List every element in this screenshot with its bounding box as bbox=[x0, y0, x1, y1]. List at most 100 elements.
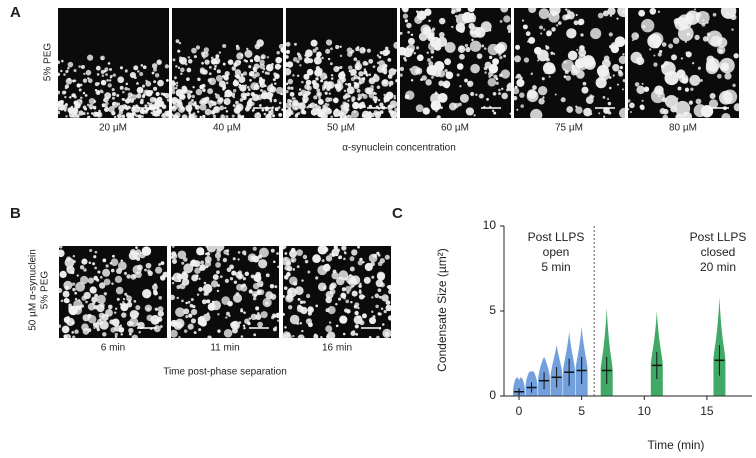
droplet bbox=[629, 102, 635, 109]
droplet bbox=[394, 107, 397, 112]
droplet bbox=[276, 50, 280, 55]
droplet bbox=[636, 85, 645, 95]
droplet bbox=[486, 97, 489, 101]
droplet bbox=[234, 69, 242, 76]
droplet bbox=[444, 41, 456, 53]
droplet bbox=[362, 295, 366, 298]
y-tick-label: 0 bbox=[489, 388, 496, 402]
droplet bbox=[223, 98, 231, 106]
droplet bbox=[153, 289, 157, 294]
droplet bbox=[133, 65, 139, 71]
droplet bbox=[71, 270, 75, 275]
droplet bbox=[155, 92, 160, 97]
droplet bbox=[538, 8, 550, 20]
droplet bbox=[304, 54, 307, 57]
droplet bbox=[392, 104, 395, 107]
droplet bbox=[277, 265, 279, 268]
droplet bbox=[341, 246, 347, 251]
droplet bbox=[84, 94, 88, 97]
droplet bbox=[325, 39, 333, 46]
droplet bbox=[493, 46, 498, 51]
droplet bbox=[59, 106, 64, 111]
droplet bbox=[153, 80, 157, 84]
droplet bbox=[180, 72, 183, 75]
droplet bbox=[359, 320, 365, 326]
droplet bbox=[537, 86, 548, 96]
droplet bbox=[426, 51, 429, 54]
droplet bbox=[122, 90, 125, 94]
droplet bbox=[286, 82, 289, 86]
droplet bbox=[185, 315, 189, 319]
droplet bbox=[668, 43, 674, 49]
droplet bbox=[131, 94, 137, 100]
droplet bbox=[103, 96, 109, 103]
droplet bbox=[187, 93, 192, 99]
droplet bbox=[438, 80, 445, 87]
droplet bbox=[242, 71, 248, 76]
droplet bbox=[313, 95, 318, 100]
droplet bbox=[248, 289, 253, 294]
droplet bbox=[416, 10, 427, 21]
droplet bbox=[64, 103, 68, 107]
axis-label: Time post-phase separation bbox=[163, 367, 287, 378]
droplet bbox=[345, 82, 348, 86]
droplet bbox=[563, 60, 567, 64]
droplet bbox=[286, 115, 290, 118]
droplet bbox=[509, 112, 511, 115]
droplet bbox=[78, 88, 82, 92]
droplet bbox=[240, 309, 244, 313]
droplet bbox=[171, 281, 175, 285]
droplet bbox=[642, 24, 646, 29]
droplet bbox=[322, 263, 331, 272]
droplet bbox=[102, 332, 107, 337]
droplet bbox=[243, 252, 247, 256]
droplet bbox=[119, 324, 123, 327]
row-label: 5% PEG bbox=[43, 43, 54, 82]
droplet bbox=[400, 66, 405, 72]
droplet bbox=[240, 335, 244, 338]
droplet bbox=[325, 255, 333, 262]
droplet bbox=[339, 54, 343, 58]
droplet bbox=[465, 107, 474, 116]
droplet bbox=[610, 42, 618, 49]
droplet bbox=[495, 81, 499, 85]
droplet bbox=[689, 74, 701, 86]
droplet bbox=[310, 108, 318, 116]
droplet bbox=[487, 77, 497, 87]
droplet bbox=[358, 294, 365, 300]
droplet bbox=[404, 19, 409, 23]
droplet bbox=[369, 79, 372, 82]
droplet bbox=[333, 246, 338, 250]
droplets bbox=[400, 8, 511, 118]
droplet bbox=[139, 100, 144, 105]
droplet bbox=[311, 79, 317, 85]
droplet bbox=[96, 73, 100, 76]
droplet bbox=[438, 17, 446, 25]
droplet bbox=[721, 112, 731, 118]
droplet bbox=[204, 252, 208, 256]
droplet bbox=[176, 98, 182, 105]
droplet bbox=[215, 75, 223, 82]
droplet bbox=[100, 79, 107, 86]
droplet bbox=[283, 331, 291, 338]
droplet bbox=[184, 62, 188, 66]
droplet bbox=[239, 98, 244, 102]
image-label: 11 min bbox=[210, 343, 239, 354]
droplet bbox=[334, 83, 342, 90]
droplet bbox=[67, 66, 70, 70]
droplet bbox=[546, 31, 552, 37]
droplet bbox=[153, 325, 161, 333]
droplet bbox=[212, 114, 217, 118]
droplet bbox=[670, 54, 677, 61]
droplet bbox=[350, 51, 353, 55]
droplet bbox=[379, 258, 385, 264]
droplet bbox=[203, 47, 210, 53]
droplet bbox=[244, 49, 253, 58]
droplet bbox=[135, 305, 141, 311]
droplet bbox=[286, 272, 291, 277]
droplet bbox=[200, 51, 206, 56]
droplet bbox=[355, 333, 359, 336]
droplet bbox=[361, 313, 367, 319]
droplet bbox=[181, 88, 187, 95]
droplet bbox=[470, 63, 480, 74]
